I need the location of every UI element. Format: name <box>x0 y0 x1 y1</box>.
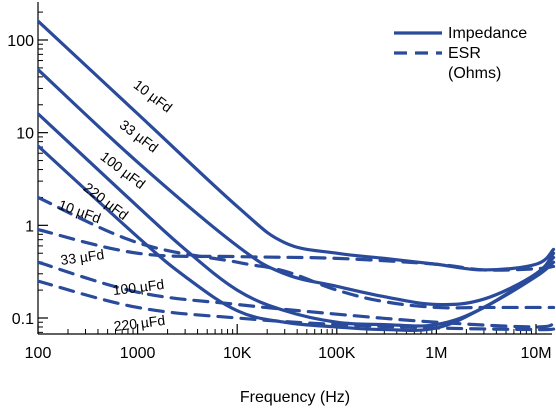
y-tick-label-1: 1 <box>25 218 34 235</box>
x-tick-label-10k: 10K <box>223 345 252 362</box>
x-tick-label-1m: 1M <box>425 345 447 362</box>
esr-curve-10-ufd <box>38 227 556 272</box>
legend-entry-ohms: (Ohms) <box>448 65 501 82</box>
x-tick-label-1000: 1000 <box>120 345 156 362</box>
legend-entry-impedance: Impedance <box>448 25 527 42</box>
y-tick-label-0-1: 0.1 <box>12 311 34 328</box>
legend-entry-esr: ESR <box>448 45 481 62</box>
x-tick-label-10m: 10M <box>520 345 551 362</box>
esr-curve-220-ufd <box>38 279 556 332</box>
y-tick-label-10: 10 <box>16 126 34 143</box>
impedance-label-100-ufd: 100 µFd <box>98 148 149 192</box>
x-axis-label: Frequency (Hz) <box>240 389 350 406</box>
esr-label-100-ufd: 100 µFd <box>112 276 165 298</box>
legend: Impedance ESR (Ohms) <box>394 25 527 82</box>
axis-ticks: 100 1000 10K 100K 1M 10M 100 10 1 0.1 <box>7 11 552 362</box>
data-curves <box>38 19 556 332</box>
y-tick-label-100: 100 <box>7 33 34 50</box>
esr-label-220-ufd: 220 µFd <box>113 312 166 334</box>
esr-curve-100-ufd <box>38 260 556 329</box>
x-tick-label-100k: 100K <box>318 345 356 362</box>
impedance-label-10-ufd: 10 µFd <box>131 76 176 115</box>
esr-label-33-ufd: 33 µFd <box>59 246 105 268</box>
x-tick-label-100: 100 <box>25 345 52 362</box>
esr-curve-33-ufd <box>38 195 556 310</box>
impedance-curve-33-ufd <box>38 67 556 307</box>
impedance-curve-220-ufd <box>38 144 556 332</box>
